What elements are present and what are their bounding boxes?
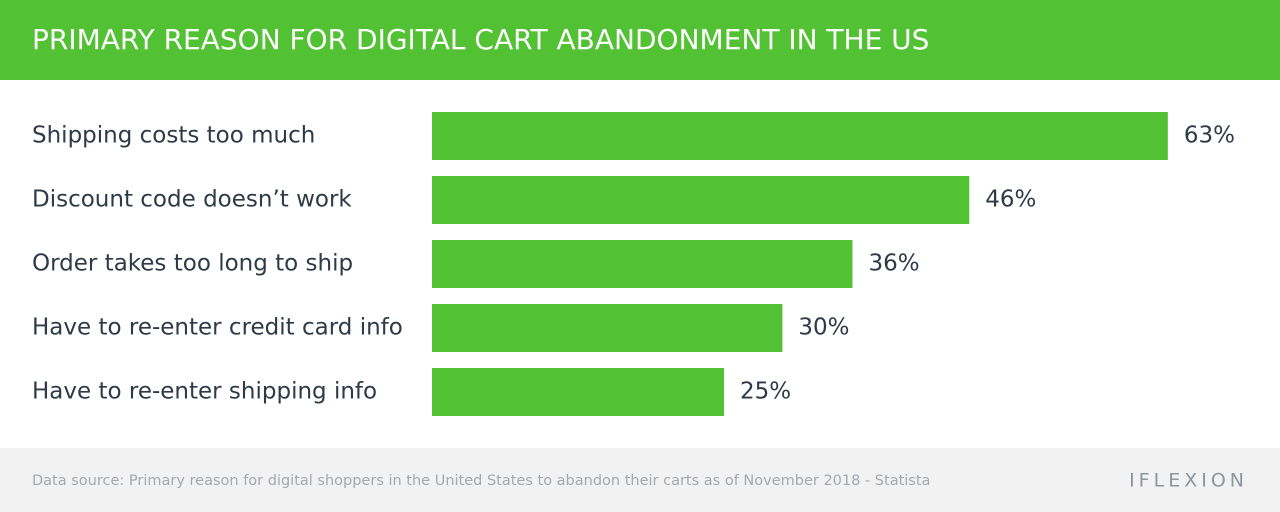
- category-label: Have to re-enter shipping info: [32, 379, 377, 405]
- value-label: 30%: [798, 315, 849, 341]
- chart-title: PRIMARY REASON FOR DIGITAL CART ABANDONM…: [32, 23, 929, 56]
- category-label: Have to re-enter credit card info: [32, 315, 403, 341]
- value-label: 63%: [1184, 123, 1235, 149]
- category-label: Discount code doesn’t work: [32, 187, 352, 213]
- source-note: Data source: Primary reason for digital …: [32, 473, 930, 489]
- value-label: 36%: [868, 251, 919, 277]
- footer-band: [0, 448, 1280, 512]
- bar: [432, 176, 970, 224]
- bar: [432, 368, 724, 416]
- category-label: Shipping costs too much: [32, 123, 315, 149]
- logo: IFLEXION: [1129, 470, 1248, 492]
- bar: [432, 304, 783, 352]
- value-label: 46%: [985, 187, 1036, 213]
- bar: [432, 240, 853, 288]
- plot-area: Shipping costs too much 63% Discount code …: [32, 112, 1235, 416]
- header-band: [0, 0, 1280, 80]
- value-label: 25%: [740, 379, 791, 405]
- bar: [432, 112, 1168, 160]
- category-label: Order takes too long to ship: [32, 251, 353, 277]
